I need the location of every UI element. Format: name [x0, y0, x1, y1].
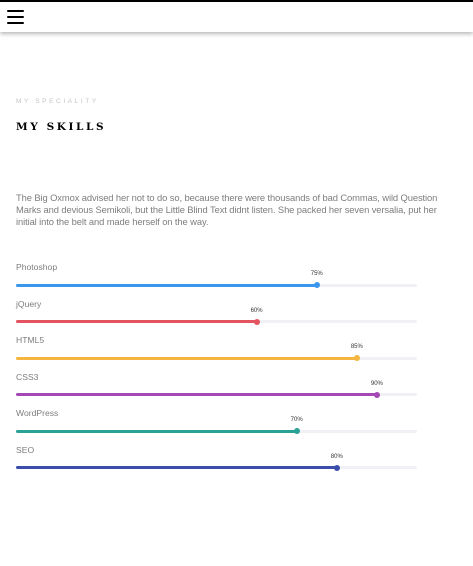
skill-percent-label: 75%	[310, 271, 323, 277]
skill-label: Photoshop	[16, 262, 58, 272]
skill-progress-fill	[16, 466, 337, 470]
skill-progress-track	[16, 428, 417, 435]
section-intro: The Big Oxmox advised her not to do so, …	[16, 192, 438, 228]
skill-progress-knob	[253, 318, 260, 325]
skill-progress-track	[16, 391, 417, 398]
skill-item-jquery: jQuery 60%	[16, 299, 417, 336]
skill-progress-fill	[16, 356, 357, 360]
skill-item-css3: CSS3 90%	[16, 372, 417, 409]
skill-progress-knob	[293, 428, 300, 435]
section-title: MY SKILLS	[16, 121, 107, 133]
skill-label: WordPress	[16, 408, 59, 419]
skill-progress-track	[16, 318, 417, 325]
skill-item-seo: SEO 80%	[16, 445, 417, 482]
skill-progress-track	[16, 464, 417, 472]
skill-label: jQuery	[16, 298, 42, 309]
skill-item-photoshop: Photoshop 75%	[16, 262, 417, 299]
menu-line	[7, 10, 24, 13]
skill-percent-label: 70%	[290, 417, 303, 424]
skill-progress-knob	[313, 281, 320, 289]
skill-progress-track	[16, 281, 417, 289]
skill-item-html5: HTML5 85%	[16, 335, 417, 372]
skill-progress-knob	[353, 355, 360, 362]
skill-progress-knob	[333, 464, 340, 472]
skill-percent-label: 60%	[250, 307, 263, 314]
hamburger-menu-icon[interactable]	[7, 10, 24, 25]
section-eyebrow: MY SPECIALITY	[16, 98, 99, 105]
top-nav-bar	[0, 0, 473, 32]
skill-progress-fill	[16, 320, 257, 324]
skill-label: SEO	[16, 444, 35, 455]
menu-line	[7, 22, 24, 25]
skill-percent-label: 80%	[330, 453, 343, 460]
menu-line	[7, 16, 24, 19]
skill-percent-label: 85%	[350, 344, 363, 351]
skill-progress-fill	[16, 393, 377, 397]
skill-label: CSS3	[16, 371, 39, 382]
skill-label: HTML5	[16, 335, 45, 346]
skill-progress-fill	[16, 283, 317, 287]
skills-list: Photoshop 75% jQuery 60% HTML5 85% CSS3 …	[16, 262, 417, 482]
skill-progress-fill	[16, 429, 297, 433]
skill-progress-track	[16, 355, 417, 362]
skill-percent-label: 90%	[370, 380, 383, 387]
skill-progress-knob	[373, 391, 380, 398]
skill-item-wordpress: WordPress 70%	[16, 408, 417, 445]
